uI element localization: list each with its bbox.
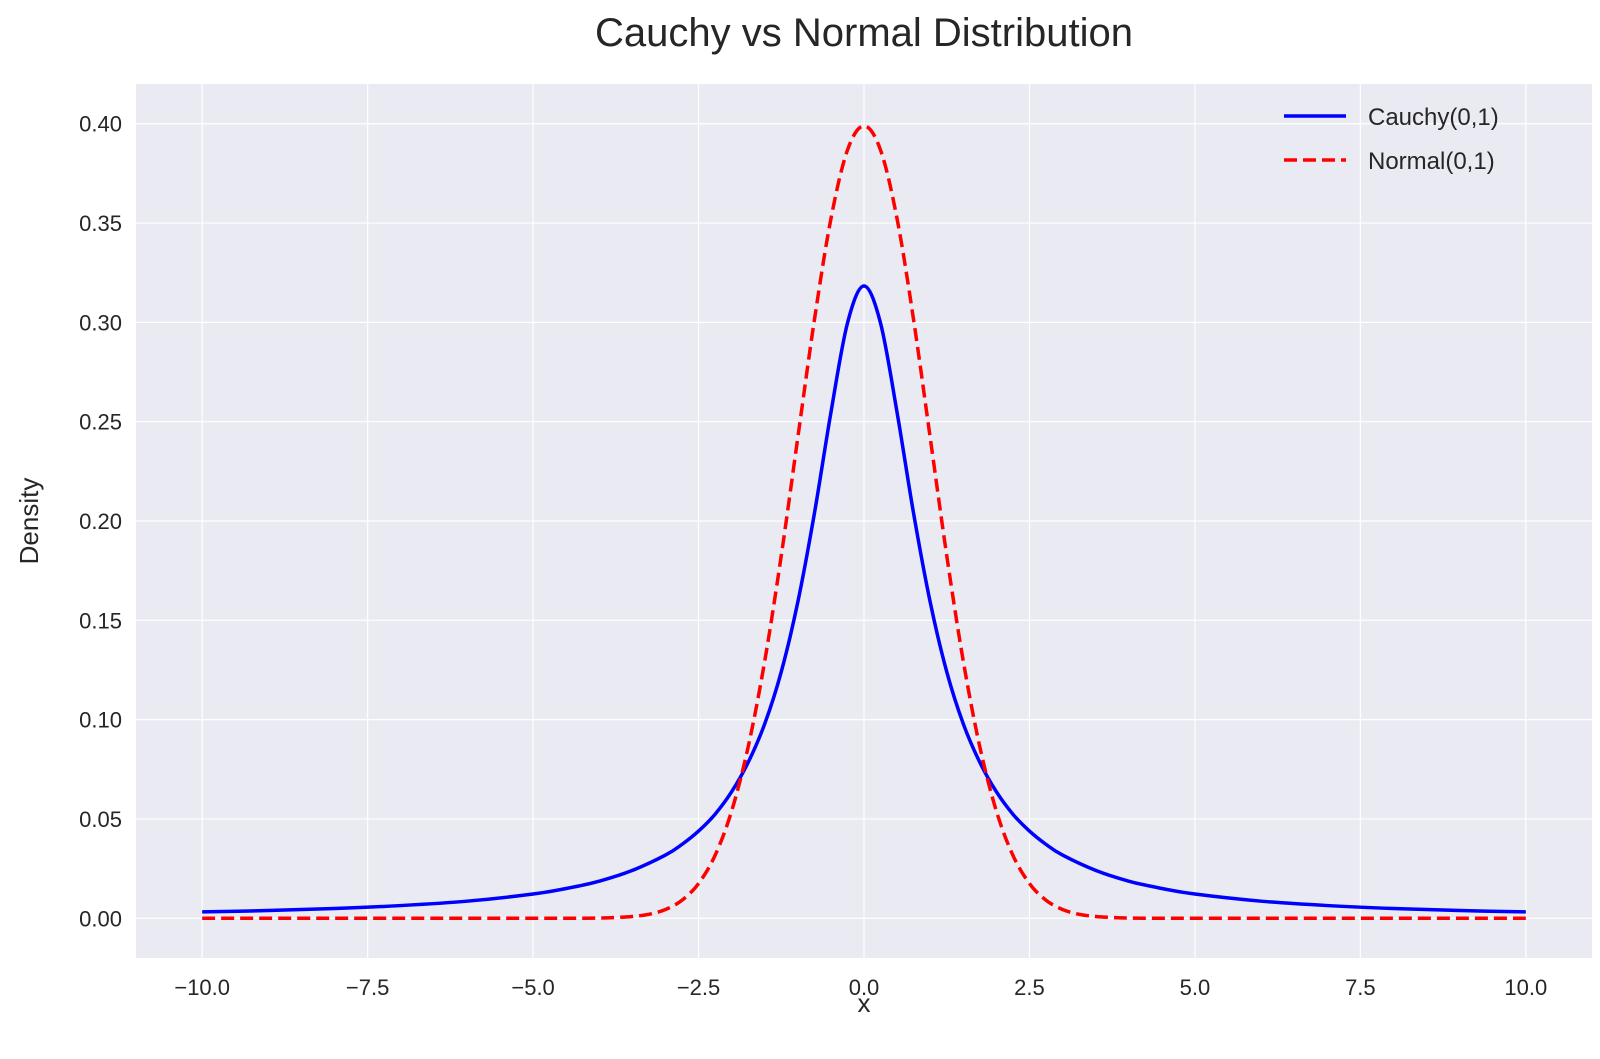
grid [136,84,1592,958]
y-tick-label: 0.25 [79,410,122,435]
x-tick-label: −7.5 [346,975,389,1000]
y-tick-label: 0.40 [79,112,122,137]
y-axis-label: Density [14,478,44,565]
y-tick-label: 0.15 [79,608,122,633]
series-line-normal [202,124,1526,921]
y-tick-label: 0.10 [79,708,122,733]
x-axis-label: x [858,988,871,1018]
x-tick-label: −2.5 [677,975,720,1000]
x-tick-label: 2.5 [1014,975,1045,1000]
legend: Cauchy(0,1) Normal(0,1) [1284,104,1499,175]
legend-label: Cauchy(0,1) [1368,104,1499,131]
y-tick-label: 0.00 [79,906,122,931]
y-tick-label: 0.30 [79,310,122,335]
series-line-cauchy [202,284,1526,914]
x-tick-label: 5.0 [1180,975,1211,1000]
x-tick-label: 7.5 [1345,975,1376,1000]
x-tick-label: −5.0 [511,975,554,1000]
y-tick-label: 0.35 [79,211,122,236]
y-tick-label: 0.20 [79,509,122,534]
x-tick-label: 0.0 [849,975,880,1000]
series-layer [202,124,1526,921]
legend-label: Normal(0,1) [1368,148,1495,175]
chart-title: Cauchy vs Normal Distribution [595,11,1133,55]
tick-labels: −10.0 −7.5 −5.0 −2.5 0.0 2.5 5.0 7.5 10.0 0.00 0.0… [79,112,1547,1000]
x-tick-label: 10.0 [1504,975,1547,1000]
y-tick-label: 0.05 [79,807,122,832]
x-tick-label: −10.0 [174,975,230,1000]
